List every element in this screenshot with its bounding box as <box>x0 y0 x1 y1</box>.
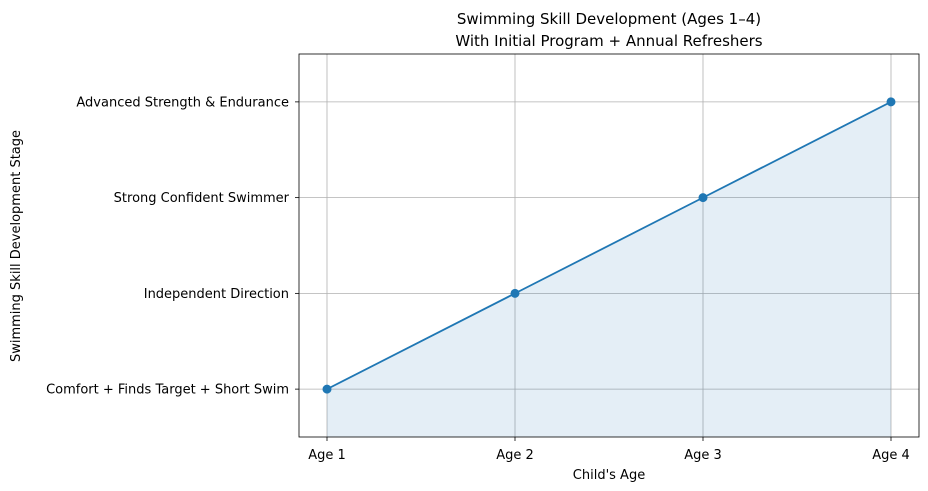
y-tick-label: Independent Direction <box>144 287 289 302</box>
data-point <box>510 288 520 298</box>
data-point <box>322 384 332 394</box>
x-tick-label: Age 1 <box>308 448 346 463</box>
x-axis-label: Child's Age <box>573 468 645 483</box>
area-fill <box>327 101 891 437</box>
data-point <box>698 193 708 203</box>
y-tick-label: Comfort + Finds Target + Short Swim <box>46 383 289 398</box>
y-tick-label: Strong Confident Swimmer <box>114 191 290 206</box>
grid-lines <box>299 54 919 437</box>
chart-title: Swimming Skill Development (Ages 1–4) <box>457 10 761 28</box>
data-point <box>886 97 896 107</box>
x-tick-label: Age 4 <box>872 448 910 463</box>
plot-frame <box>298 53 920 438</box>
y-tick-label: Advanced Strength & Endurance <box>76 95 289 110</box>
chart-subtitle: With Initial Program + Annual Refreshers <box>455 32 762 50</box>
y-axis-ticks: Comfort + Finds Target + Short Swim Indep… <box>46 95 299 398</box>
data-points <box>322 97 896 394</box>
series-line <box>326 101 892 390</box>
y-axis-label: Swimming Skill Development Stage <box>9 130 24 362</box>
x-tick-label: Age 2 <box>496 448 534 463</box>
x-tick-label: Age 3 <box>684 448 722 463</box>
x-axis-ticks: Age 1 Age 2 Age 3 Age 4 <box>308 437 910 463</box>
